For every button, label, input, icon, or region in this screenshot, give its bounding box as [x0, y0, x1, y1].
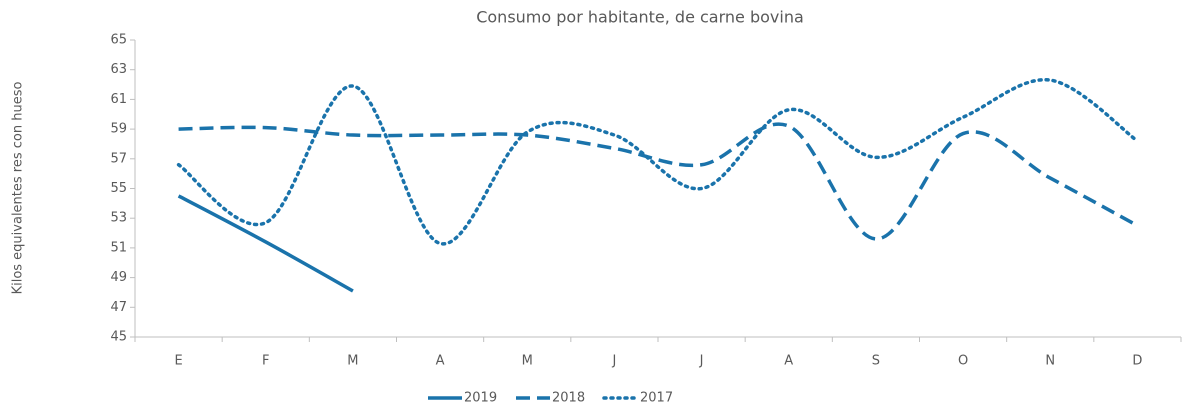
- chart-title: Consumo por habitante, de carne bovina: [476, 8, 804, 27]
- y-tick-label: 59: [110, 122, 127, 137]
- y-tick-label: 65: [110, 33, 127, 48]
- series-line: [178, 122, 1139, 241]
- x-tick-label: E: [174, 354, 182, 369]
- y-tick-label: 53: [110, 211, 127, 226]
- x-tick-label: J: [611, 354, 616, 369]
- y-tick-label: 55: [110, 181, 127, 196]
- x-tick-label: O: [958, 354, 968, 369]
- y-axis-label: Kilos equivalentes res con hueso: [11, 82, 26, 295]
- x-tick-label: A: [784, 354, 793, 369]
- x-tick-label: A: [436, 354, 445, 369]
- x-tick-label: F: [262, 354, 269, 369]
- y-tick-label: 57: [110, 151, 127, 166]
- x-tick-label: D: [1132, 354, 1142, 369]
- y-tick-label: 61: [110, 92, 127, 107]
- y-tick-label: 51: [110, 240, 127, 255]
- x-tick-label: M: [522, 354, 533, 369]
- x-tick-label: J: [699, 354, 704, 369]
- y-tick-label: 45: [110, 330, 127, 345]
- legend-label: 2017: [640, 391, 673, 406]
- legend-label: 2018: [552, 391, 585, 406]
- y-tick-label: 49: [110, 270, 127, 285]
- x-tick-label: S: [872, 354, 880, 369]
- x-tick-label: M: [347, 354, 358, 369]
- y-tick-label: 63: [110, 62, 127, 77]
- y-tick-label: 47: [110, 300, 127, 315]
- series-line: [177, 194, 354, 293]
- series-line: [176, 78, 1140, 246]
- x-tick-label: N: [1045, 354, 1055, 369]
- legend-label: 2019: [464, 391, 497, 406]
